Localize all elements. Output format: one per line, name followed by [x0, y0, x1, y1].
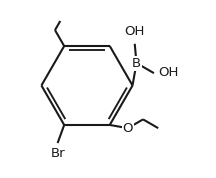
Text: OH: OH: [158, 66, 179, 79]
Text: B: B: [132, 57, 141, 70]
Text: O: O: [123, 122, 133, 135]
Text: Br: Br: [50, 147, 65, 160]
Text: OH: OH: [125, 25, 145, 38]
